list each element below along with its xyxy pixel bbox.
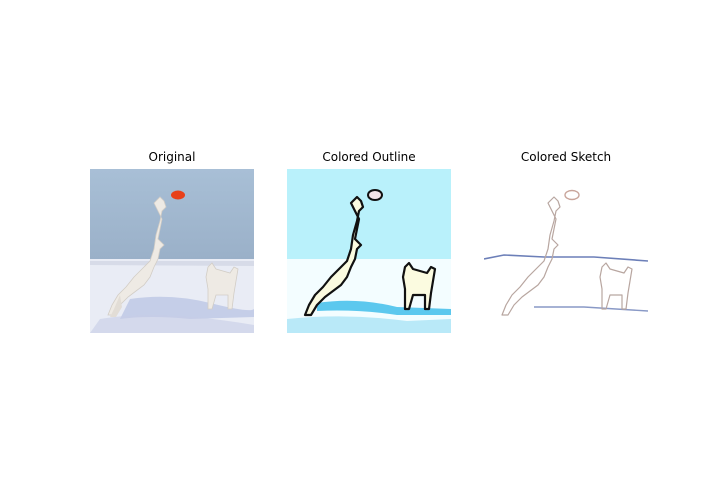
panel-title-colored-outline: Colored Outline — [322, 150, 416, 164]
water-front — [287, 316, 451, 333]
water-streak — [317, 300, 451, 315]
frisbee — [367, 189, 383, 201]
standing-dog — [401, 261, 437, 311]
colored-sketch-image — [484, 169, 648, 333]
leaping-dog-hindleg — [110, 295, 122, 317]
sky-region — [90, 169, 254, 261]
leaping-dog — [501, 196, 561, 316]
original-image — [90, 169, 254, 333]
standing-dog — [205, 262, 239, 310]
snow-shadow — [120, 296, 254, 319]
frisbee — [171, 190, 185, 200]
snow-shadow-front — [90, 315, 254, 333]
frisbee — [564, 189, 580, 201]
sky-region — [287, 169, 451, 261]
snow-line — [534, 306, 648, 312]
leaping-dog — [303, 195, 365, 317]
standing-dog — [599, 262, 633, 310]
colored-outline-image — [287, 169, 451, 333]
panel-title-original: Original — [148, 150, 196, 164]
horizon-line — [484, 254, 648, 262]
leaping-dog — [107, 196, 167, 316]
panel-title-colored-sketch: Colored Sketch — [520, 150, 612, 164]
